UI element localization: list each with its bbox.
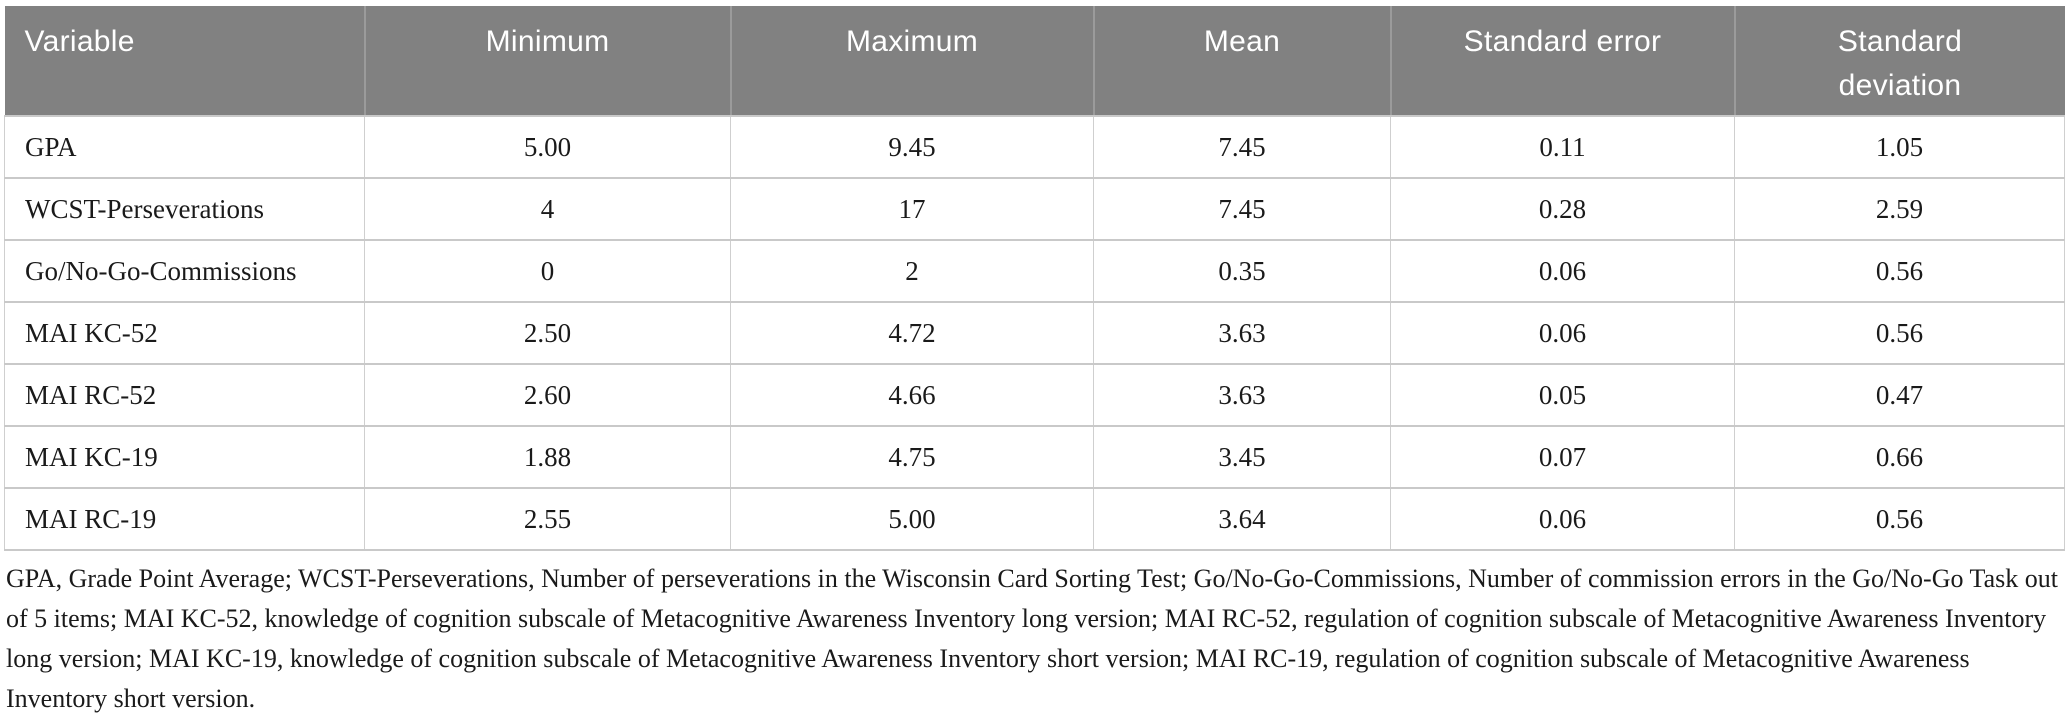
cell-maximum: 4.75 [730,426,1094,489]
cell-minimum: 1.88 [364,426,731,489]
table-row-mai-rc-52: MAI RC-52 2.60 4.66 3.63 0.05 0.47 [4,364,2065,427]
col-header-maximum: Maximum [729,6,1094,117]
cell-mean: 3.45 [1093,426,1391,489]
cell-standard-deviation: 0.66 [1734,426,2065,489]
cell-standard-deviation: 0.56 [1734,488,2065,551]
col-header-minimum: Minimum [363,6,731,117]
cell-mean: 7.45 [1093,178,1391,241]
cell-standard-error: 0.07 [1390,426,1735,489]
cell-mean: 7.45 [1093,116,1391,179]
table-row-go-no-go-commissions: Go/No-Go-Commissions 0 2 0.35 0.06 0.56 [4,240,2065,303]
table-row-mai-kc-52: MAI KC-52 2.50 4.72 3.63 0.06 0.56 [4,302,2065,365]
cell-standard-deviation: 0.56 [1734,240,2065,303]
cell-standard-error: 0.06 [1390,302,1735,365]
cell-standard-error: 0.06 [1390,240,1735,303]
cell-maximum: 4.72 [730,302,1094,365]
table-row-mai-rc-19: MAI RC-19 2.55 5.00 3.64 0.06 0.56 [4,488,2065,551]
cell-mean: 0.35 [1093,240,1391,303]
cell-minimum: 2.55 [364,488,731,551]
cell-variable: MAI KC-19 [4,426,365,489]
cell-maximum: 5.00 [730,488,1094,551]
cell-standard-error: 0.11 [1390,116,1735,179]
cell-variable: Go/No-Go-Commissions [4,240,365,303]
cell-variable: MAI KC-52 [4,302,365,365]
cell-mean: 3.63 [1093,364,1391,427]
cell-maximum: 2 [730,240,1094,303]
table-row-wcst-perseverations: WCST-Perseverations 4 17 7.45 0.28 2.59 [4,178,2065,241]
table-row-gpa: GPA 5.00 9.45 7.45 0.11 1.05 [4,116,2065,179]
cell-mean: 3.63 [1093,302,1391,365]
table-row-mai-kc-19: MAI KC-19 1.88 4.75 3.45 0.07 0.66 [4,426,2065,489]
cell-variable: WCST-Perseverations [4,178,365,241]
header-row: Variable Minimum Maximum Mean Standard e… [4,6,2065,117]
cell-standard-error: 0.28 [1390,178,1735,241]
cell-minimum: 2.50 [364,302,731,365]
cell-maximum: 9.45 [730,116,1094,179]
cell-standard-error: 0.06 [1390,488,1735,551]
cell-maximum: 17 [730,178,1094,241]
col-header-standard-deviation: Standard deviation [1733,6,2065,117]
col-header-mean: Mean [1092,6,1391,117]
table-header: Variable Minimum Maximum Mean Standard e… [4,6,2065,117]
cell-variable: GPA [4,116,365,179]
cell-variable: MAI RC-19 [4,488,365,551]
table-body: GPA 5.00 9.45 7.45 0.11 1.05 WCST-Persev… [4,116,2065,551]
cell-standard-error: 0.05 [1390,364,1735,427]
cell-minimum: 0 [364,240,731,303]
cell-maximum: 4.66 [730,364,1094,427]
col-header-standard-error: Standard error [1389,6,1735,117]
table-footnote: GPA, Grade Point Average; WCST-Persevera… [6,564,2058,713]
cell-minimum: 5.00 [364,116,731,179]
cell-standard-deviation: 0.56 [1734,302,2065,365]
cell-standard-deviation: 0.47 [1734,364,2065,427]
cell-standard-deviation: 1.05 [1734,116,2065,179]
cell-minimum: 4 [364,178,731,241]
cell-variable: MAI RC-52 [4,364,365,427]
descriptive-statistics-table: Variable Minimum Maximum Mean Standard e… [4,6,2065,551]
cell-minimum: 2.60 [364,364,731,427]
cell-mean: 3.64 [1093,488,1391,551]
cell-standard-deviation: 2.59 [1734,178,2065,241]
col-header-variable: Variable [4,6,365,117]
